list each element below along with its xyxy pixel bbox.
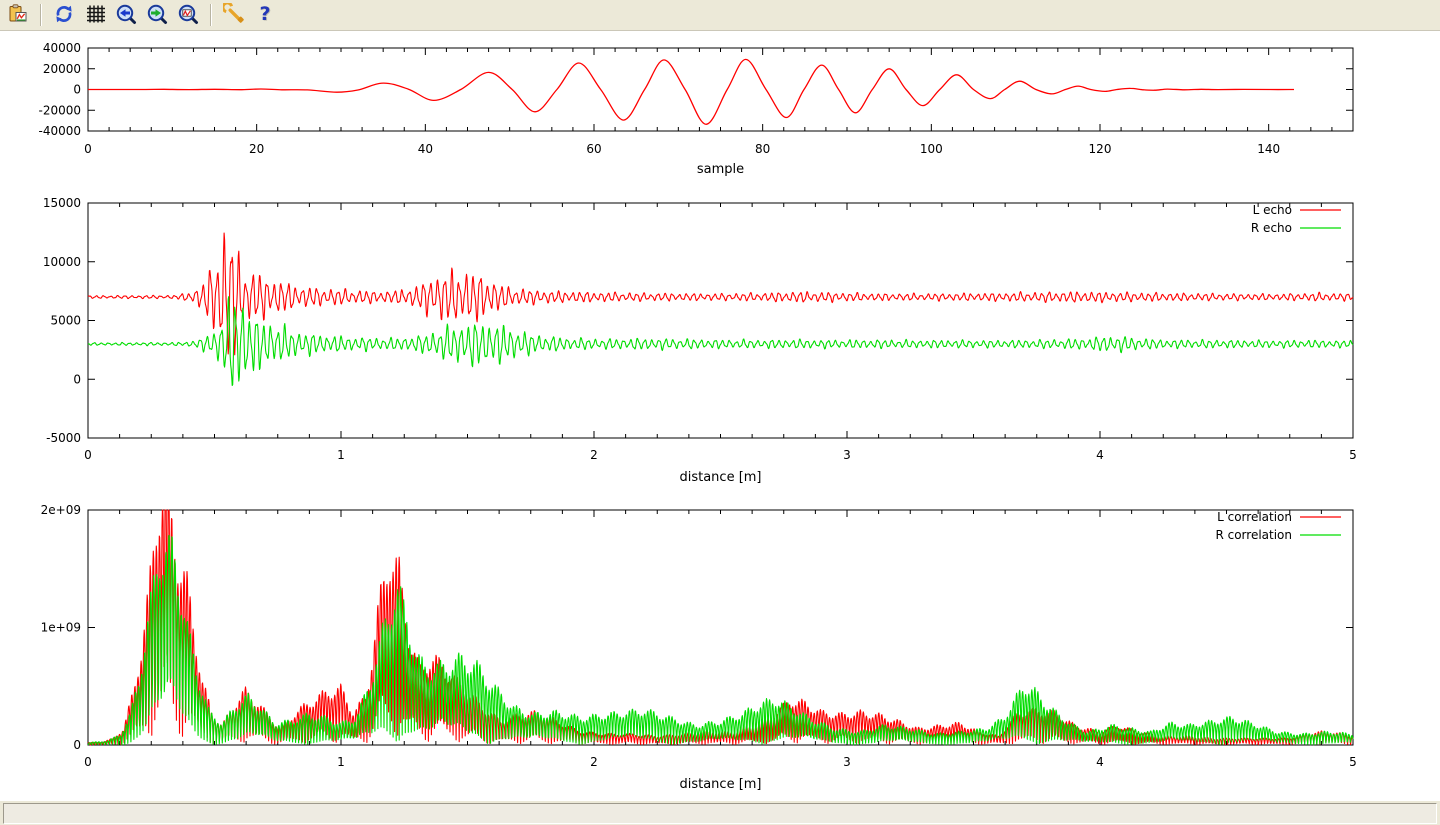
magnifier-left-arrow-icon xyxy=(115,3,137,28)
y-tick-label: 0 xyxy=(73,83,81,97)
charts-svg[interactable]: 0 20 40 60 80 100 120 14040000200000-20000-4000… xyxy=(0,32,1440,800)
clipboard-chart-icon xyxy=(7,3,29,28)
x-tick-label: 4 xyxy=(1096,755,1104,769)
x-axis-label: distance [m] xyxy=(679,777,761,792)
legend-label: R echo xyxy=(1251,221,1292,235)
x-tick-label: 5 xyxy=(1349,448,1357,462)
y-tick-label: 40000 xyxy=(43,41,81,55)
x-tick-label: 60 xyxy=(586,142,601,156)
y-tick-label: 10000 xyxy=(43,255,81,269)
statusbar-text xyxy=(3,803,1437,824)
x-tick-label: 5 xyxy=(1349,755,1357,769)
x-tick-label: 3 xyxy=(843,448,851,462)
y-tick-label: -40000 xyxy=(38,124,81,138)
toolbar-separator xyxy=(210,4,212,26)
x-tick-label: 0 xyxy=(84,755,92,769)
plot-frame xyxy=(87,509,1354,746)
question-mark-icon: ? ? xyxy=(254,3,276,28)
series-l-correlation xyxy=(87,509,1354,746)
apply-zoom-region-button[interactable] xyxy=(175,2,201,28)
plot-canvas[interactable]: 0 20 40 60 80 100 120 140 40000 20000 0 -20000 -4000… xyxy=(0,32,1440,800)
y-tick-label: 0 xyxy=(73,738,81,752)
series-l-echo xyxy=(87,232,1354,356)
series-r-echo xyxy=(87,296,1354,387)
x-tick-label: 1 xyxy=(337,755,345,769)
magnifier-plot-icon xyxy=(177,3,199,28)
series-r-correlation xyxy=(87,534,1354,746)
x-tick-label: 2 xyxy=(590,448,598,462)
toggle-grid-button[interactable] xyxy=(82,2,108,28)
x-tick-label: 100 xyxy=(920,142,943,156)
wrench-icon xyxy=(221,1,245,28)
copy-to-clipboard-button[interactable] xyxy=(5,2,31,28)
statusbar xyxy=(0,800,1440,825)
pulse-plot[interactable]: 0 20 40 60 80 100 120 140 40000 20000 0 -20000 -4000… xyxy=(38,41,1354,177)
x-tick-label: 120 xyxy=(1089,142,1112,156)
x-tick-label: 80 xyxy=(755,142,770,156)
x-tick-label: 2 xyxy=(590,755,598,769)
svg-text:?: ? xyxy=(259,3,270,25)
plot-frame xyxy=(87,202,1354,439)
toolbar: ? ? xyxy=(0,0,1440,31)
refresh-arrows-icon xyxy=(53,3,75,28)
y-tick-label: 2e+09 xyxy=(41,503,81,517)
x-tick-label: 1 xyxy=(337,448,345,462)
x-tick-label: 0 xyxy=(84,448,92,462)
legend-label: L echo xyxy=(1253,203,1292,217)
x-tick-label: 140 xyxy=(1257,142,1280,156)
x-tick-label: 4 xyxy=(1096,448,1104,462)
y-tick-label: 5000 xyxy=(50,314,81,328)
x-axis-label: sample xyxy=(697,162,744,177)
x-tick-label: 3 xyxy=(843,755,851,769)
x-tick-label: 0 xyxy=(84,142,92,156)
previous-zoom-button[interactable] xyxy=(113,2,139,28)
series-pulse xyxy=(87,58,1295,125)
replot-button[interactable] xyxy=(51,2,77,28)
y-tick-label: -5000 xyxy=(46,431,81,445)
help-button[interactable]: ? ? xyxy=(252,2,278,28)
legend-label: R correlation xyxy=(1215,528,1292,542)
y-tick-label: 1e+09 xyxy=(41,621,81,635)
toolbar-separator xyxy=(40,4,42,26)
magnifier-right-arrow-icon xyxy=(146,3,168,28)
y-tick-label: 20000 xyxy=(43,62,81,76)
configure-terminal-button[interactable] xyxy=(221,1,247,28)
y-tick-label: 15000 xyxy=(43,196,81,210)
next-zoom-button[interactable] xyxy=(144,2,170,28)
x-axis-label: distance [m] xyxy=(679,470,761,485)
grid-icon xyxy=(84,3,106,28)
legend-label: L correlation xyxy=(1217,510,1292,524)
x-tick-label: 20 xyxy=(249,142,264,156)
y-tick-label: -20000 xyxy=(38,103,81,117)
svg-text:?: ? xyxy=(260,3,271,25)
correlation-plot[interactable]: 0 1 2 3 4 5 2e+09 1e+09 0 distance [m] L correlati… xyxy=(41,503,1357,792)
y-tick-label: 0 xyxy=(73,372,81,386)
x-tick-label: 40 xyxy=(418,142,433,156)
